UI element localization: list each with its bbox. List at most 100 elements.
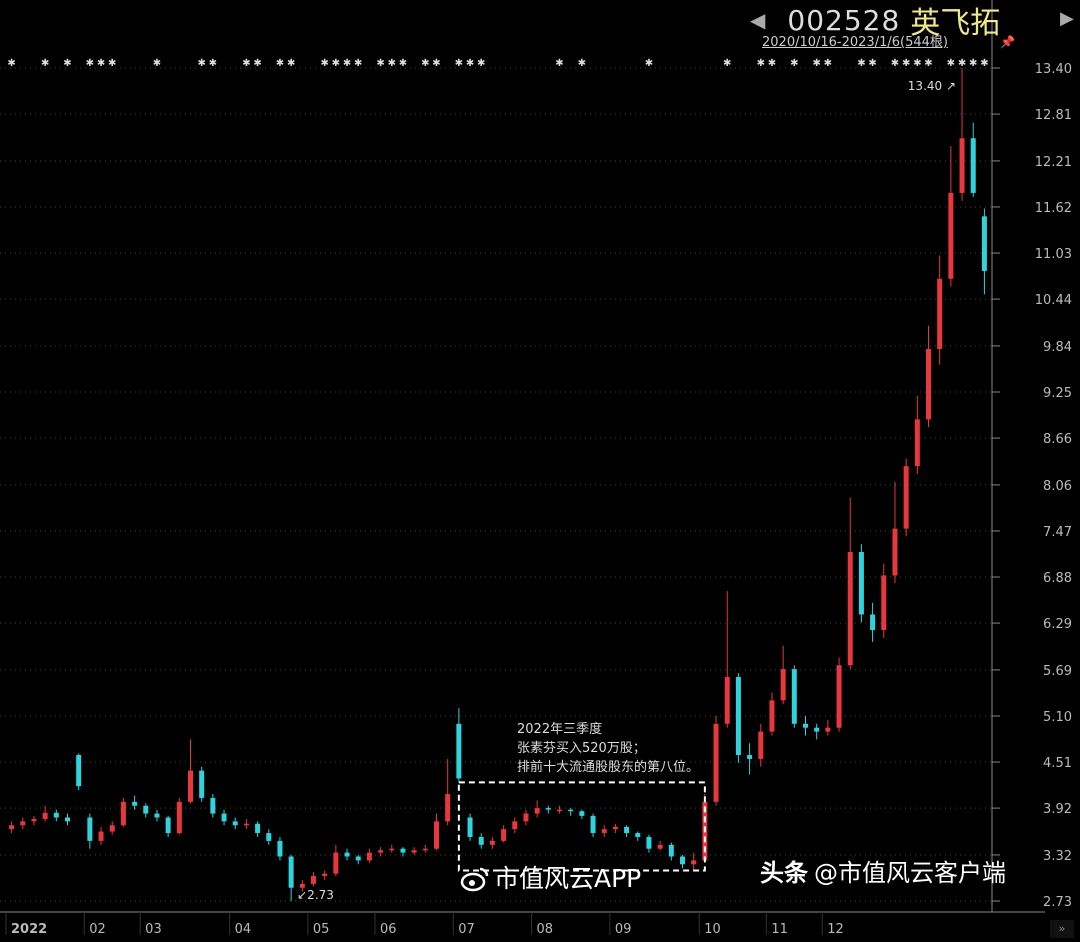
x-tick-label: 2022	[11, 922, 47, 937]
stock-code: 002528	[787, 3, 901, 37]
candle-up	[836, 665, 842, 728]
info-marker: ✱	[812, 58, 820, 69]
candle-up	[512, 821, 518, 830]
candle-down	[970, 138, 976, 193]
candle-up	[937, 278, 943, 350]
candle-down	[132, 801, 138, 806]
candle-up	[881, 575, 887, 631]
candle-down	[143, 805, 149, 814]
candle-up	[299, 883, 305, 888]
y-tick-label: 4.51	[1043, 756, 1072, 771]
candle-up	[691, 860, 697, 865]
candle-down	[646, 836, 652, 849]
info-marker: ✱	[790, 58, 798, 69]
info-marker: ✱	[287, 58, 295, 69]
candle-down	[456, 723, 462, 779]
candle-down	[255, 823, 261, 834]
candle-down	[400, 848, 406, 853]
candle-up	[523, 813, 529, 822]
info-marker: ✱	[868, 58, 876, 69]
y-tick-label: 9.25	[1043, 386, 1072, 401]
info-marker: ✱	[320, 58, 328, 69]
candle-down	[232, 821, 238, 826]
max-price-label: 13.40 ↗	[908, 79, 956, 93]
info-marker: ✱	[421, 58, 429, 69]
candle-up	[188, 770, 193, 802]
triangle-left-icon[interactable]: ◀	[750, 8, 766, 32]
candle-up	[557, 809, 562, 812]
candle-down	[568, 809, 574, 812]
annotation-line: 2022年三季度	[517, 722, 603, 737]
scroll-forward-button[interactable]: »	[1050, 920, 1074, 938]
y-tick-label: 12.81	[1035, 108, 1072, 123]
candle-down	[87, 817, 93, 841]
x-tick-label: 09	[615, 922, 632, 937]
candle-down	[288, 856, 294, 888]
candle-down	[467, 817, 473, 837]
candle-up	[98, 831, 104, 841]
candle-down	[76, 755, 82, 787]
candle-up	[713, 723, 719, 802]
candle-up	[489, 840, 495, 845]
triangle-right-icon[interactable]: ▶	[1060, 8, 1074, 29]
info-marker: ✱	[63, 58, 71, 69]
date-range-link[interactable]: 2020/10/16-2023/1/6(544根)	[762, 35, 948, 50]
info-marker: ✱	[723, 58, 731, 69]
candle-down	[735, 676, 741, 756]
candle-up	[892, 528, 898, 576]
weibo-logo-icon	[460, 867, 489, 892]
info-marker: ✱	[108, 58, 116, 69]
weibo-watermark-text: 市值风云APP	[494, 864, 642, 893]
candle-down	[590, 815, 596, 834]
candle-down	[668, 844, 674, 857]
y-tick-label: 7.47	[1043, 525, 1072, 540]
x-tick-label: 08	[537, 922, 554, 937]
info-marker: ✱	[924, 58, 932, 69]
candle-up	[612, 826, 618, 830]
candle-up	[758, 731, 764, 759]
info-marker: ✱	[153, 58, 161, 69]
candle-down	[791, 669, 797, 724]
y-tick-label: 10.44	[1035, 293, 1072, 308]
candle-down	[803, 723, 808, 728]
y-tick-label: 2.73	[1043, 895, 1072, 910]
y-tick-label: 12.21	[1035, 155, 1072, 170]
candle-up	[120, 801, 126, 826]
candle-up	[243, 823, 249, 826]
info-marker: ✱	[578, 58, 586, 69]
info-marker: ✱	[354, 58, 362, 69]
candle-up	[847, 552, 853, 666]
info-marker: ✱	[343, 58, 351, 69]
candle-up	[333, 852, 339, 874]
candle-down	[53, 812, 59, 818]
pin-icon[interactable]: 📌	[1000, 35, 1015, 49]
info-marker: ✱	[824, 58, 832, 69]
info-marker: ✱	[969, 58, 977, 69]
candle-up	[825, 727, 831, 732]
candle-down	[747, 755, 753, 759]
candle-down	[344, 852, 350, 857]
y-tick-label: 11.03	[1035, 247, 1072, 262]
candle-up	[109, 825, 115, 832]
annotation-line: 张素芬买入520万股；	[517, 741, 646, 756]
candle-up	[926, 349, 931, 420]
candle-down	[545, 808, 551, 810]
candle-up	[311, 876, 316, 884]
y-tick-label: 8.06	[1043, 479, 1072, 494]
toutiao-account: @市值风云客户端	[814, 859, 1006, 887]
candle-down	[870, 614, 876, 631]
info-marker: ✱	[388, 58, 396, 69]
candle-down	[266, 833, 272, 841]
x-tick-label: 11	[771, 922, 788, 937]
info-marker: ✱	[555, 58, 563, 69]
candle-down	[355, 856, 361, 861]
info-marker: ✱	[376, 58, 384, 69]
candle-up	[657, 844, 663, 849]
x-tick-label: 07	[458, 922, 475, 937]
candle-up	[914, 419, 920, 467]
info-marker: ✱	[399, 58, 407, 69]
y-tick-label: 8.66	[1043, 432, 1072, 447]
info-marker: ✱	[768, 58, 776, 69]
candle-up	[501, 829, 507, 841]
